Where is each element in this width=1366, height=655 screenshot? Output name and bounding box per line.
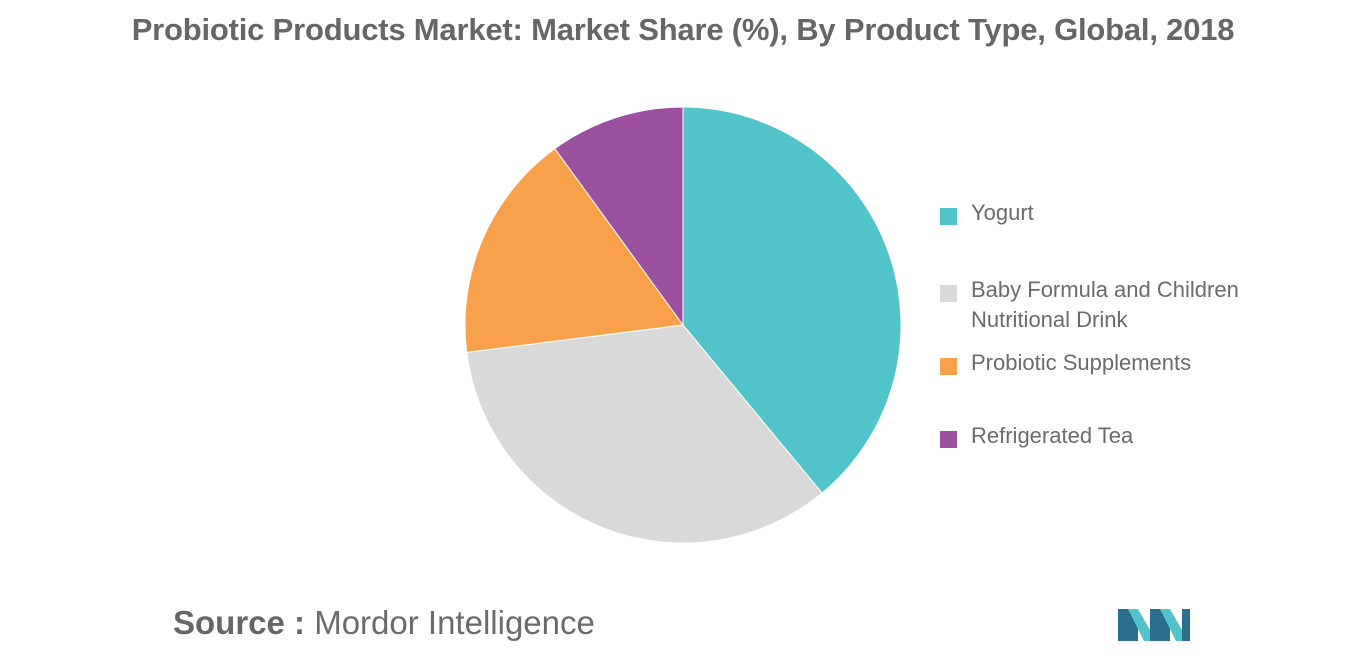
legend-item-baby-formula: Baby Formula and Children Nutritional Dr… [940, 275, 1340, 335]
source-credit: Source : Mordor Intelligence [173, 604, 595, 642]
pie-slice-refrigerated-tea [554, 106, 684, 327]
source-name: Mordor Intelligence [314, 604, 595, 641]
legend-label-probiotic-supplements: Probiotic Supplements [971, 350, 1192, 375]
legend-swatch-probiotic-supplements [940, 358, 957, 375]
chart-title: Probiotic Products Market: Market Share … [131, 12, 1235, 47]
pie-slice-baby-formula [466, 324, 823, 544]
legend-item-probiotic-supplements: Probiotic Supplements [940, 348, 1340, 378]
legend-swatch-baby-formula [940, 285, 957, 302]
legend-swatch-refrigerated-tea [940, 431, 957, 448]
mordor-intelligence-logo-icon [1118, 609, 1190, 641]
pie-slice-probiotic-supplements [464, 147, 684, 353]
source-prefix: Source : [173, 604, 306, 641]
legend-item-yogurt: Yogurt [940, 198, 1340, 228]
legend-item-refrigerated-tea: Refrigerated Tea [940, 421, 1340, 451]
legend-swatch-yogurt [940, 208, 957, 225]
pie-slice-yogurt [682, 106, 902, 494]
pie-chart [464, 106, 902, 544]
legend-label-yogurt: Yogurt [971, 200, 1034, 225]
legend-label-refrigerated-tea: Refrigerated Tea [971, 423, 1134, 448]
legend-label-baby-formula: Baby Formula and Children Nutritional Dr… [971, 277, 1239, 332]
